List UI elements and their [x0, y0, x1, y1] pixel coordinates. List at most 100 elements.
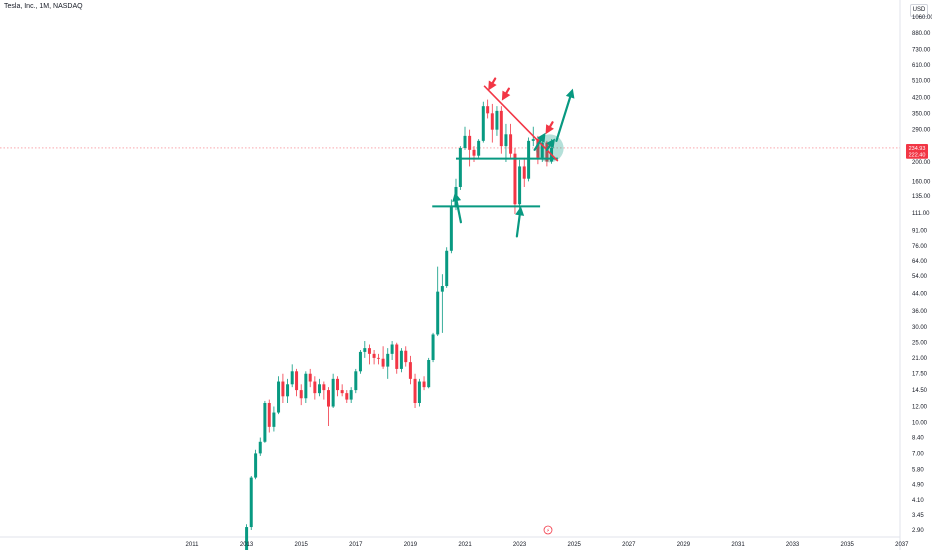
arrow-head [488, 80, 497, 91]
price-tick-label: 290.00 [912, 128, 931, 134]
year-tick-label: 2025 [568, 542, 582, 548]
candle-body [376, 357, 380, 359]
green-projection-arrow [533, 132, 546, 151]
price-tick-label: 30.00 [912, 325, 928, 331]
candle-body [386, 353, 390, 367]
candle-body [304, 373, 308, 399]
candle [436, 266, 440, 337]
candle [417, 378, 421, 407]
price-tick-label: 54.00 [912, 274, 928, 280]
arrow-shaft [545, 144, 551, 151]
price-tick-label: 111.00 [912, 211, 930, 217]
price-tick-label: 1060.00 [912, 15, 932, 21]
price-tick-label: 4.90 [912, 482, 924, 488]
candle-body [413, 378, 417, 403]
candle-body [308, 373, 312, 382]
price-tick-label: 14.50 [912, 388, 928, 394]
candle-body [531, 139, 535, 141]
green-projection-arrow [555, 88, 575, 142]
candle-body [331, 378, 335, 407]
candle-body [495, 110, 499, 130]
candle-body [267, 402, 271, 427]
candle [472, 146, 476, 162]
red-down-arrow [501, 87, 511, 101]
green-up-arrow [515, 206, 525, 238]
candle [354, 368, 358, 394]
candle-body [422, 381, 426, 388]
candle-body [477, 140, 481, 156]
arrow-head [501, 90, 511, 101]
candle-body [399, 350, 403, 369]
candle [376, 353, 380, 365]
currency-button[interactable]: USD [910, 4, 928, 17]
year-tick-label: 2029 [677, 542, 691, 548]
arrow-shaft [548, 121, 554, 128]
year-tick-label: 2027 [622, 542, 636, 548]
candle [345, 390, 349, 403]
candle [468, 129, 472, 167]
candle-body [518, 166, 522, 205]
symbol-title: Tesla, Inc., 1M, NASDAQ [4, 3, 83, 10]
candle-body [295, 371, 299, 391]
candle-body [486, 106, 490, 114]
price-tick-label: 5.80 [912, 468, 924, 474]
candle-body [317, 384, 321, 394]
candle [431, 332, 435, 363]
candle [322, 381, 326, 400]
badge-bg [906, 143, 928, 152]
time-axis[interactable]: 2011 2013 2015 2017 2019 2021 2023 2025 2027 2029… [186, 542, 910, 548]
year-tick-label: 2011 [186, 542, 200, 548]
candle [509, 123, 513, 158]
candle [458, 146, 462, 190]
candle [272, 406, 276, 432]
candle [313, 376, 317, 400]
year-tick-label: 2037 [895, 542, 909, 548]
price-tick-label: 12.00 [912, 405, 928, 411]
candle-body [286, 384, 290, 397]
last-price-badge: 234.93 [906, 143, 928, 152]
candle-body [417, 381, 421, 403]
year-tick-label: 2031 [731, 542, 745, 548]
candle [504, 123, 508, 162]
candle [308, 368, 312, 388]
price-tick-label: 510.00 [912, 79, 931, 85]
candle-body [249, 477, 253, 528]
candle-body [513, 153, 517, 205]
candle [245, 524, 249, 550]
candle [495, 106, 499, 136]
price-tick-label: 135.00 [912, 194, 931, 200]
candle-body [322, 384, 326, 391]
candle [290, 364, 294, 388]
candle [422, 376, 426, 391]
candle [440, 274, 444, 333]
candle-body [313, 381, 317, 394]
arrow-head [546, 138, 556, 149]
price-tick-label: 36.00 [912, 309, 928, 315]
price-tick-label: 730.00 [912, 47, 931, 53]
candle-body [254, 453, 258, 478]
candle [286, 378, 290, 403]
candle [336, 376, 340, 397]
event-marker-icon[interactable]: ⚡ [543, 525, 553, 535]
price-tick-label: 4.10 [912, 498, 924, 504]
candle-body [509, 134, 513, 154]
price-tick-label: 350.00 [912, 111, 931, 117]
candle-body [395, 344, 399, 369]
red-down-arrow [488, 77, 497, 91]
green-up-arrow [452, 192, 463, 224]
candle-body [381, 358, 385, 367]
badge-bg [906, 150, 928, 159]
price-tick-label: 91.00 [912, 228, 928, 234]
candle [317, 378, 321, 397]
candle-body [367, 348, 371, 354]
arrow-head [565, 88, 575, 99]
price-axis[interactable]: 1060.00 880.00 730.00 610.00 510.00 420.00 350… [912, 15, 932, 534]
candle-body [390, 344, 394, 354]
arrow-head [515, 206, 525, 216]
price-tick-label: 76.00 [912, 244, 928, 250]
price-tick-label: 610.00 [912, 63, 931, 69]
candle [490, 103, 494, 143]
candle [372, 349, 376, 365]
price-tick-label: 8.40 [912, 436, 924, 442]
